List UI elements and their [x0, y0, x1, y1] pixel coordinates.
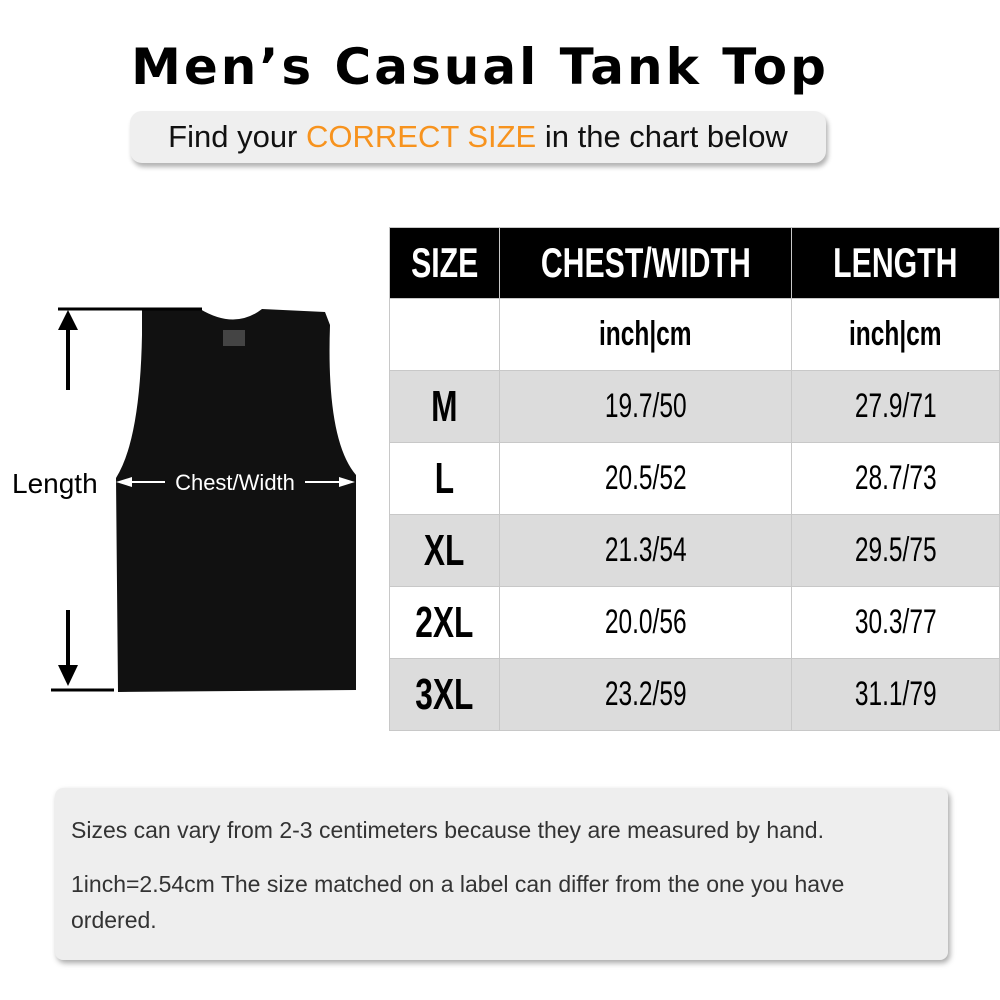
tank-top-diagram: Chest/Width [51, 307, 356, 692]
unit-chest: inch|cm [498, 298, 793, 371]
table-header: SIZE CHEST/WIDTH LENGTH [389, 227, 1000, 299]
table-row: L 20.5/52 28.7/73 [389, 442, 1000, 515]
table-row: 2XL 20.0/56 30.3/77 [389, 586, 1000, 659]
note-conversion: 1inch=2.54cm The size matched on a label… [71, 871, 845, 933]
table-row: XL 21.3/54 29.5/75 [389, 514, 1000, 587]
length-label: Length [12, 468, 98, 499]
subtitle-banner: Find your CORRECT SIZE in the chart belo… [130, 111, 826, 163]
unit-length: inch|cm [791, 298, 1000, 371]
subtitle-text-end: in the chart below [536, 119, 788, 154]
page-title: Men’s Casual Tank Top [131, 38, 829, 96]
subtitle-highlight: CORRECT SIZE [306, 119, 537, 154]
table-row: M 19.7/50 27.9/71 [389, 370, 1000, 443]
size-chart-table: SIZE CHEST/WIDTH LENGTH inch|cm inch|cm … [389, 227, 1000, 731]
subtitle-text: Find your [168, 119, 306, 154]
unit-size [389, 298, 500, 371]
header-length: LENGTH [791, 227, 1000, 299]
tank-label [223, 330, 245, 346]
chest-width-label: Chest/Width [175, 470, 295, 495]
note-measurement: Sizes can vary from 2-3 centimeters beca… [71, 817, 824, 843]
header-size: SIZE [389, 227, 500, 299]
tank-top-image [116, 309, 356, 692]
header-chest: CHEST/WIDTH [498, 227, 793, 299]
units-row: inch|cm inch|cm [389, 298, 1000, 371]
table-row: 3XL 23.2/59 31.1/79 [389, 658, 1000, 731]
notes-box: Sizes can vary from 2-3 centimeters beca… [55, 788, 948, 960]
